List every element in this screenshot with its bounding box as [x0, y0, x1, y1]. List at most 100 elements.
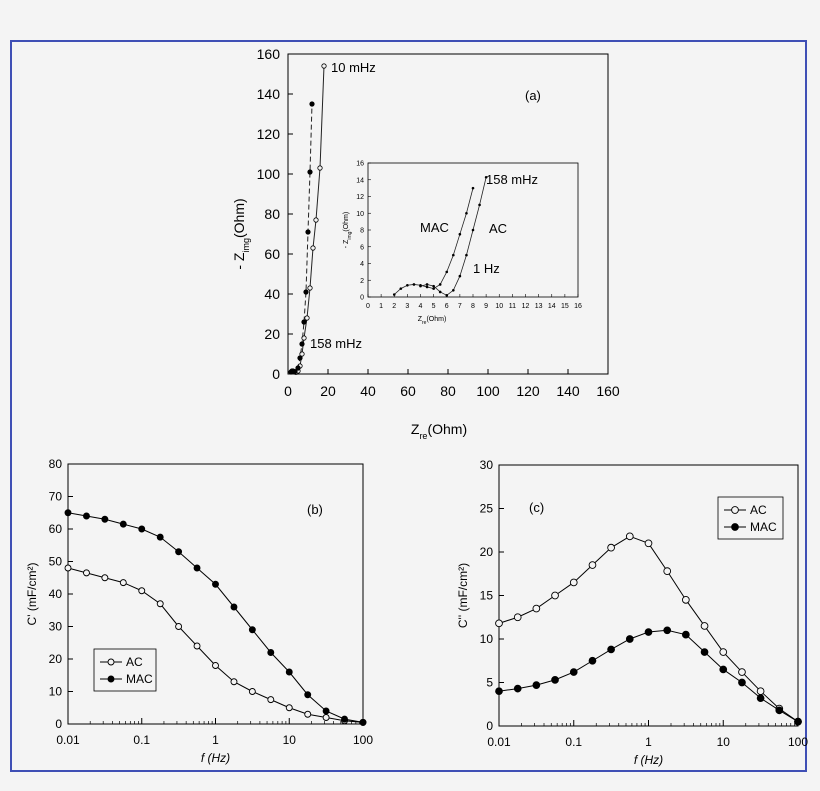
data-point-mac-c: [719, 665, 728, 674]
data-point-ac-a: [307, 285, 313, 291]
legend-box-c: [717, 496, 784, 540]
inset-y-tick-label: 10: [356, 211, 364, 218]
inset-x-tick-label: 6: [445, 303, 449, 310]
inset-y-tick-label: 0: [360, 295, 364, 302]
y-tick-label-b: 80: [49, 457, 63, 471]
data-point-mac-c: [551, 676, 559, 684]
data-point-mac-b: [267, 649, 275, 656]
inset-data-point-ac: [465, 253, 468, 257]
y-axis-label-a-part: - Z: [231, 252, 247, 270]
x-tick-label-c: 100: [788, 735, 808, 749]
legend-marker-mac-c: [731, 523, 739, 531]
x-tick-label-a: 120: [516, 383, 540, 399]
y-tick-label-c: 5: [486, 676, 493, 690]
inset-x-axis-label-part: Z: [418, 316, 423, 323]
data-point-ac-b: [248, 688, 256, 695]
inset-y-tick-label: 6: [360, 244, 364, 251]
data-point-mac-a: [297, 355, 303, 361]
legend-b: AC MAC: [93, 648, 157, 692]
inset-x-tick-label: 16: [574, 303, 582, 310]
inset-data-point-ac: [458, 274, 462, 278]
figure-canvas: 0 20 40 60 80 100 120 140 1600204060801001201401…: [25, 46, 808, 767]
x-tick-label-a: 20: [320, 383, 336, 399]
data-point-mac-b: [230, 603, 238, 611]
y-axis-label-a-part: img: [241, 238, 251, 253]
series-line-mac-a: [290, 103, 313, 373]
data-point-ac-a: [313, 217, 319, 223]
data-point-mac-c: [588, 656, 597, 665]
inset-x-tick-label: 0: [366, 303, 370, 310]
data-point-mac-a: [299, 341, 305, 347]
legend-label-ac-b: AC: [126, 655, 143, 669]
inset-x-tick-label: 3: [405, 303, 409, 310]
inset-data-point-mac: [465, 211, 468, 215]
inset-data-point-ac: [484, 175, 488, 179]
data-point-ac-c: [551, 591, 559, 600]
y-tick-label-a: 0: [272, 366, 280, 382]
inset-x-tick-label: 8: [471, 303, 475, 310]
x-tick-label-a: 0: [284, 383, 292, 399]
inset-x-tick-label: 10: [495, 303, 503, 310]
panel-b: 0.01 0.1 1 10 100 0 10 20 30 40 50 60 70 80 f (Hz) C' (…: [25, 457, 373, 765]
inset-label-mac: MAC: [420, 220, 449, 235]
inset-x-tick-label: 4: [419, 303, 423, 310]
y-tick-label-b: 50: [49, 555, 63, 569]
legend-c: AC MAC: [717, 496, 784, 540]
data-point-mac-c: [625, 635, 634, 643]
inset-y-tick-label: 2: [360, 278, 364, 285]
x-axis-label-a: Zre(Ohm): [411, 421, 467, 441]
x-tick-label-c: 1: [645, 735, 652, 749]
inset-x-axis-label-part: re: [422, 320, 427, 326]
panel-label-a: (a): [525, 88, 541, 103]
inset-x-tick-label: 7: [458, 303, 462, 310]
data-point-ac-c: [700, 622, 709, 630]
data-point-ac-a: [317, 165, 323, 171]
panel-label-c: (c): [529, 500, 544, 515]
inset-data-point-ac: [471, 228, 475, 232]
data-point-mac-c: [700, 648, 709, 656]
y-tick-label-b: 40: [49, 587, 63, 601]
data-point-mac-a: [303, 289, 309, 295]
inset-y-tick-label: 14: [356, 177, 364, 184]
inset-y-tick-label: 8: [360, 228, 364, 235]
y-axis-label-a: - Zimg(Ohm): [231, 198, 251, 269]
inset-data-point-mac: [458, 232, 462, 236]
x-tick-label-a: 80: [440, 383, 456, 399]
y-tick-label-a: 80: [264, 206, 280, 222]
y-tick-label-a: 160: [257, 46, 281, 62]
inset-label-158mhz: 158 mHz: [486, 172, 538, 187]
y-tick-label-b: 60: [49, 522, 63, 536]
inset-data-point-mac: [432, 287, 435, 290]
y-axis-label-a-part: (Ohm): [231, 198, 247, 238]
series-line-ac-b: [67, 567, 364, 723]
data-point-mac-c: [682, 630, 690, 639]
inset-x-tick-label: 11: [509, 303, 516, 310]
data-point-ac-b: [304, 710, 312, 718]
y-tick-label-b: 30: [49, 620, 63, 634]
data-point-mac-b: [304, 691, 312, 699]
x-tick-label-a: 40: [360, 383, 376, 399]
inset-data-point-ac: [425, 283, 429, 286]
inset-x-tick-label: 2: [392, 303, 396, 310]
inset-data-point-ac: [419, 284, 422, 288]
x-axis-label-c: f (Hz): [634, 753, 663, 767]
data-point-ac-b: [193, 642, 201, 650]
data-point-ac-b: [101, 574, 109, 582]
data-point-ac-c: [588, 561, 597, 569]
legend-marker-ac-c: [731, 506, 739, 514]
y-tick-label-c: 15: [480, 589, 494, 603]
legend-label-mac-c: MAC: [750, 520, 777, 534]
data-point-mac-c: [644, 628, 653, 636]
data-point-mac-c: [607, 645, 615, 654]
y-tick-label-c: 25: [480, 502, 494, 516]
x-tick-label-a: 60: [400, 383, 416, 399]
y-tick-label-b: 10: [49, 685, 63, 699]
x-axis-label-a-part: (Ohm): [427, 421, 467, 437]
x-tick-label-b: 1: [212, 733, 219, 747]
x-tick-label-a: 140: [556, 383, 580, 399]
y-axis-label-c: C'' (mF/cm²): [456, 563, 470, 628]
data-point-ac-c: [644, 539, 653, 548]
inset-y-tick-label: 16: [356, 161, 364, 168]
data-point-ac-c: [625, 532, 634, 541]
inset-x-tick-label: 13: [535, 303, 543, 310]
